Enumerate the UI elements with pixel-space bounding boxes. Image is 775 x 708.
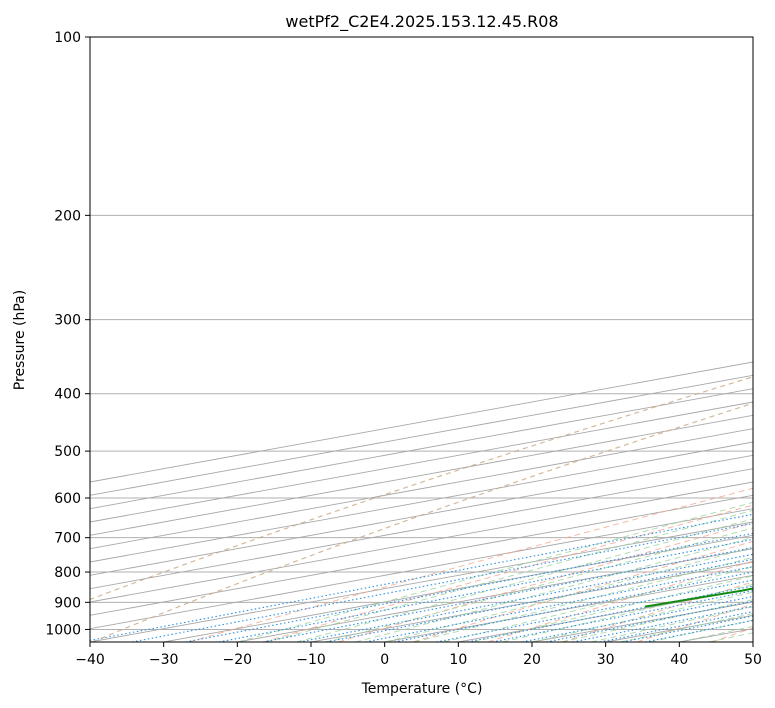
mixing-ratio-line <box>90 513 753 642</box>
x-tick-label: −30 <box>149 652 179 668</box>
isotherm-line <box>90 481 753 603</box>
isotherm-line <box>90 454 753 576</box>
mixing-ratio-line <box>262 546 753 642</box>
dry-adiabat-line <box>711 627 753 642</box>
dry-adiabat-line <box>562 581 753 642</box>
mixing-ratio-line <box>572 605 753 642</box>
dry-adiabat-line <box>338 522 753 642</box>
y-tick-label: 500 <box>54 444 81 460</box>
mixing-ratio-line <box>599 611 753 642</box>
moist-adiabat-line <box>443 566 753 642</box>
moist-adiabat-line <box>414 556 753 642</box>
x-tick-label: 30 <box>597 652 615 668</box>
y-tick-label: 100 <box>54 30 81 46</box>
y-tick-label: 400 <box>54 387 81 403</box>
isotherm-line <box>90 401 753 523</box>
x-axis-label: Temperature (°C) <box>361 681 483 697</box>
mixing-ratio-line <box>365 566 753 642</box>
chart-title: wetPf2_C2E4.2025.153.12.45.R08 <box>285 12 558 32</box>
mixing-ratio-line <box>131 522 753 642</box>
isotherm-line <box>90 508 753 630</box>
x-tick-label: 20 <box>523 652 541 668</box>
mixing-ratio-line <box>546 600 753 642</box>
dry-adiabat-line <box>487 560 753 642</box>
isotherm-line <box>90 374 753 496</box>
mixing-ratio-line <box>522 595 753 642</box>
moist-adiabat-line <box>296 518 753 642</box>
reference-curve <box>92 402 753 642</box>
y-tick-label: 900 <box>54 595 81 611</box>
moist-adiabat-line <box>590 606 753 642</box>
isotherm-line <box>679 628 753 642</box>
y-tick-label: 300 <box>54 313 81 329</box>
isotherm-line <box>90 428 753 550</box>
x-tick-label: −20 <box>223 652 253 668</box>
dry-adiabat-line <box>263 504 753 642</box>
reference-curve <box>90 376 753 601</box>
mixing-ratio-line <box>622 615 753 642</box>
isotherm-line <box>752 641 753 642</box>
moist-adiabat-line <box>325 527 753 642</box>
x-tick-label: −40 <box>75 652 105 668</box>
x-tick-label: −10 <box>296 652 326 668</box>
background-lines <box>90 37 753 642</box>
x-tick-label: 10 <box>449 652 467 668</box>
moist-adiabat-line <box>561 599 753 642</box>
isotherm-line <box>90 494 753 616</box>
mixing-ratio-line <box>185 532 753 642</box>
mixing-ratio-line <box>492 590 753 642</box>
x-tick-label: 40 <box>670 652 688 668</box>
y-tick-label: 200 <box>54 208 81 224</box>
x-tick-label: 0 <box>380 652 389 668</box>
profile-lines <box>644 587 753 608</box>
moist-adiabat-line <box>266 509 753 642</box>
isotherm-line <box>90 441 753 563</box>
isotherm-line <box>90 468 753 590</box>
x-tick-label: 50 <box>744 652 762 668</box>
moist-adiabat-line <box>679 625 753 642</box>
moist-adiabat-line <box>384 546 753 642</box>
isotherm-line <box>237 548 753 642</box>
moist-adiabat-line <box>355 537 753 642</box>
isotherm-line <box>90 521 753 642</box>
mixing-ratio-line <box>218 538 753 642</box>
isotherm-line <box>163 534 753 642</box>
y-axis: 1000 900 800 700 600 500 400 300 200 100 <box>45 30 90 638</box>
moist-adiabat-line <box>649 619 753 642</box>
y-axis-label: Pressure (hPa) <box>12 290 28 390</box>
mixing-ratio-line <box>467 585 753 642</box>
dewpoint-profile-line <box>644 587 753 608</box>
moist-adiabat-line <box>708 632 753 642</box>
moist-adiabat-line <box>472 575 753 642</box>
y-tick-label: 600 <box>54 491 81 507</box>
mixing-ratio-line <box>299 553 753 642</box>
isotherm-line <box>90 361 753 483</box>
y-tick-label: 800 <box>54 565 81 581</box>
plot-frame <box>89 36 754 643</box>
moist-adiabat-line <box>620 613 753 642</box>
isotherm-line <box>90 388 753 510</box>
isotherm-line <box>310 561 753 642</box>
moist-adiabat-line <box>531 591 753 642</box>
moist-adiabat-line <box>237 501 753 642</box>
y-tick-label: 1000 <box>45 622 81 638</box>
y-tick-label: 700 <box>54 531 81 547</box>
x-axis: −40 −30 −20 −10 0 10 20 30 40 50 <box>75 642 762 668</box>
dry-adiabat-line <box>412 540 753 642</box>
isotherm-line <box>458 588 753 642</box>
dry-adiabat-line <box>188 487 753 642</box>
isotherm-line <box>90 414 753 536</box>
